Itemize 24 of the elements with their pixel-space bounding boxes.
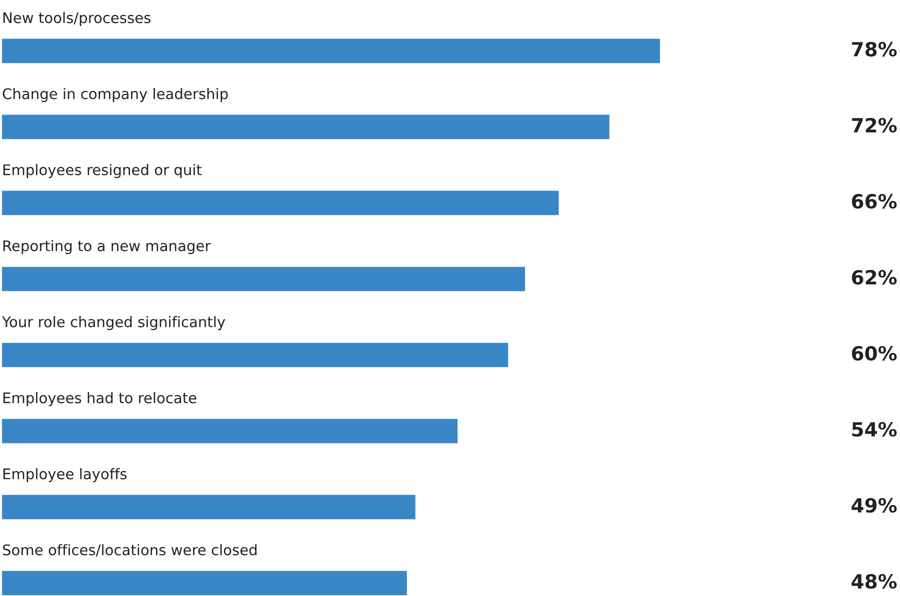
bar xyxy=(2,114,610,140)
y-tick-label: Employees had to relocate xyxy=(3,392,196,406)
y-tick-label: Some offices/locations were closed xyxy=(2,544,256,557)
y-tick-label: New tools/processes xyxy=(3,12,150,26)
bar xyxy=(2,494,416,520)
y-tick-label: Your role changed significantly xyxy=(2,316,226,330)
bar xyxy=(2,418,458,444)
data-label: 49% xyxy=(852,498,897,513)
bar xyxy=(2,570,407,596)
y-tick-label: Employees resigned or quit xyxy=(3,164,202,178)
bar xyxy=(2,342,508,368)
data-label: 48% xyxy=(852,574,897,589)
bar xyxy=(2,38,660,64)
y-tick-label: Reporting to a new manager xyxy=(3,240,211,254)
data-label: 54% xyxy=(852,422,897,437)
bar xyxy=(2,266,526,292)
data-label: 78% xyxy=(852,42,897,57)
y-tick-label: Change in company leadership xyxy=(2,88,228,102)
data-label: 60% xyxy=(852,346,897,361)
data-label: 62% xyxy=(852,270,897,285)
data-label: 66% xyxy=(852,194,897,209)
bar xyxy=(2,190,559,216)
data-label: 72% xyxy=(852,118,897,133)
y-tick-label: Employee layoffs xyxy=(3,468,127,482)
